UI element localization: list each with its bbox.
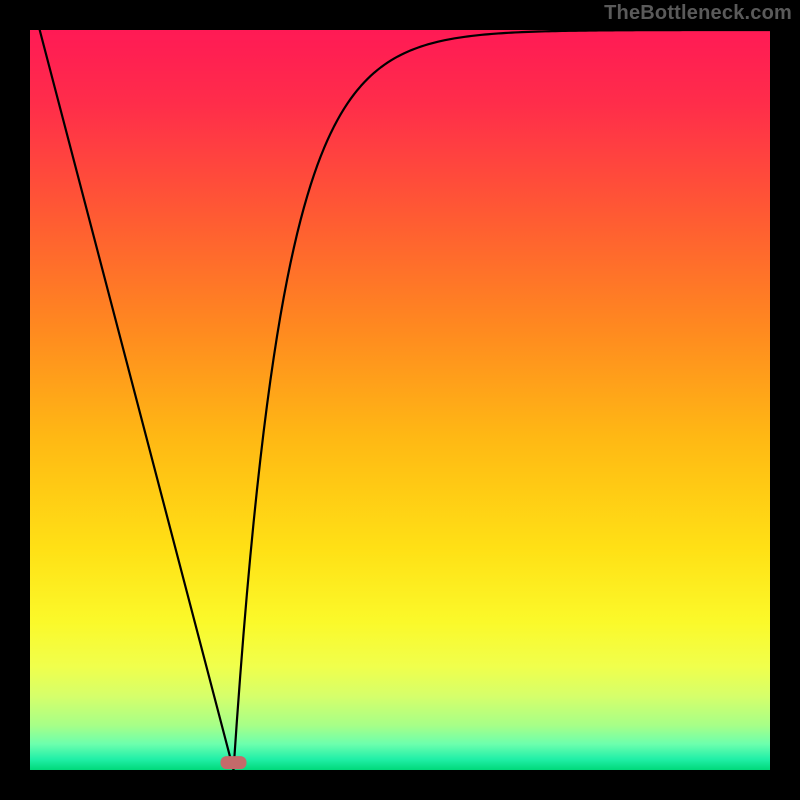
- plot-svg: [30, 30, 770, 770]
- gradient-background: [30, 30, 770, 770]
- chart-outer: TheBottleneck.com: [0, 0, 800, 800]
- attribution-text: TheBottleneck.com: [604, 2, 792, 25]
- plot-area: [30, 30, 770, 770]
- minimum-marker: [221, 756, 247, 769]
